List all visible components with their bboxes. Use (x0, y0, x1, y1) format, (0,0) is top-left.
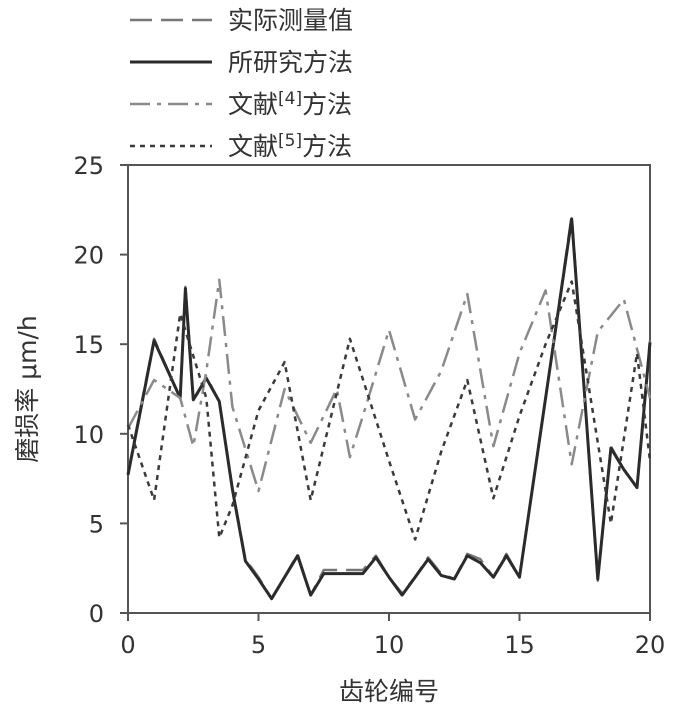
legend-label: 实际测量值 (228, 6, 353, 35)
x-tick-label: 20 (635, 631, 666, 659)
y-tick-label: 20 (73, 242, 104, 270)
series-line-文献4方法 (126, 278, 652, 493)
series-line-文献5方法 (126, 280, 652, 541)
series-layer (126, 213, 652, 601)
x-tick-label: 0 (120, 631, 135, 659)
y-tick-label: 0 (89, 600, 104, 628)
legend-label: 文献[5]方法 (228, 131, 352, 161)
legend-label: 所研究方法 (228, 48, 353, 77)
y-tick-label: 10 (73, 421, 104, 449)
x-axis-title: 齿轮编号 (339, 677, 439, 706)
x-tick-label: 5 (251, 631, 266, 659)
x-tick-label: 15 (504, 631, 535, 659)
x-tick-label: 10 (374, 631, 405, 659)
series-line-实际测量值 (126, 213, 652, 600)
y-tick-label: 25 (73, 152, 104, 180)
legend-label: 文献[4]方法 (228, 89, 352, 119)
axis-ticks: 0 5 10 15 20 0 5 10 15 20 25 (73, 152, 665, 659)
y-tick-label: 5 (89, 510, 104, 538)
series-line-所研究方法 (126, 217, 652, 601)
y-tick-label: 15 (73, 331, 104, 359)
y-axis-title: 磨损率 μm/h (13, 315, 42, 462)
